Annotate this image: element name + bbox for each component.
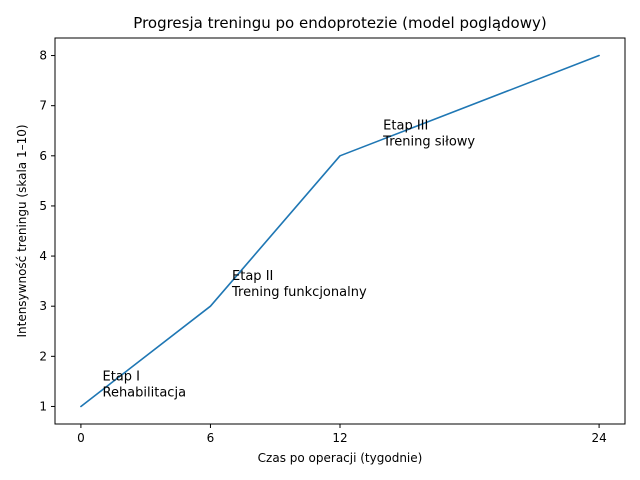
series-line [80,54,600,408]
stage-annotation-2: Etap II Trening funkcjonalny [231,269,367,300]
y-axis-label: Intensywność treningu (skala 1–10) [15,124,29,337]
y-tick-label: 1 [39,399,47,413]
x-tick-label: 12 [332,431,347,445]
y-tick-label: 5 [39,199,47,213]
stage-annotation-line: Trening funkcjonalny [231,285,367,300]
x-tick-label: 24 [591,431,606,445]
stage-annotation-line: Trening siłowy [382,135,475,150]
stage-annotation-line: Etap III [383,119,428,134]
x-axis-ticks: 0 6 12 24 [77,424,607,445]
y-tick-label: 6 [39,149,47,163]
stage-annotation-line: Etap I [103,369,141,384]
stage-annotation-1: Etap I Rehabilitacja [103,369,187,400]
x-tick-label: 6 [207,431,215,445]
stage-annotation-line: Rehabilitacja [103,385,187,400]
y-tick-label: 8 [39,49,47,63]
plot-frame [54,37,626,425]
stage-annotations: Etap I Rehabilitacja Etap II Trening funkcj… [103,119,476,401]
y-tick-label: 4 [39,249,47,263]
y-tick-label: 2 [39,349,47,363]
x-axis-label: Czas po operacji (tygodnie) [258,451,423,465]
chart-title: Progresja treningu po endoprotezie (mode… [133,14,546,32]
y-axis-ticks: 1 2 3 4 5 6 7 8 [39,49,55,413]
y-tick-label: 7 [39,99,47,113]
x-tick-label: 0 [77,431,85,445]
y-tick-label: 3 [39,299,47,313]
stage-annotation-line: Etap II [232,269,273,284]
stage-annotation-3: Etap III Trening siłowy [382,119,475,150]
